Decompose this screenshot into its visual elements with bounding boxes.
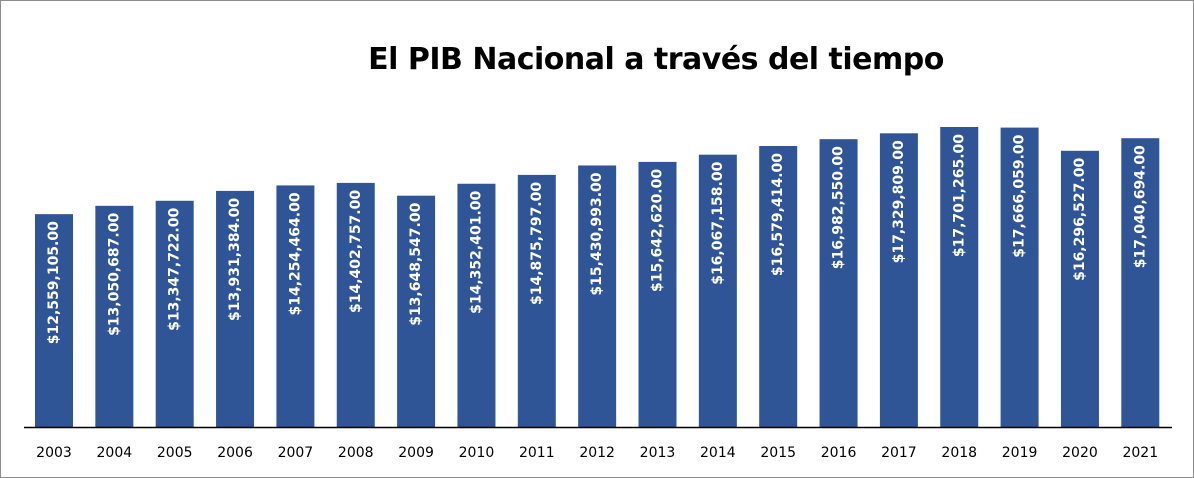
bar-2012 — [578, 165, 617, 428]
bar-2009 — [397, 195, 436, 427]
data-label-2012: $15,430,993.00 — [589, 172, 605, 295]
data-label-2010: $14,352,401.00 — [468, 191, 484, 314]
bar-2015 — [759, 146, 798, 427]
data-label-2018: $17,701,265.00 — [951, 134, 967, 257]
x-tick-label-2003: 2003 — [36, 445, 72, 461]
data-label-2017: $17,329,809.00 — [891, 140, 907, 263]
bar-2003 — [35, 214, 73, 427]
x-tick-label-2016: 2016 — [821, 445, 857, 461]
data-label-2005: $13,347,722.00 — [167, 208, 183, 331]
x-tick-label-2018: 2018 — [941, 445, 977, 461]
bar-2020 — [1060, 150, 1099, 427]
bar-2010 — [457, 183, 496, 427]
bar-2007 — [276, 185, 315, 427]
data-label-2003: $12,559,105.00 — [46, 221, 62, 344]
bar-2016 — [819, 139, 858, 427]
x-tick-label-2007: 2007 — [278, 445, 314, 461]
data-label-2015: $16,579,414.00 — [770, 153, 786, 276]
x-tick-label-2011: 2011 — [519, 445, 555, 461]
bar-2011 — [517, 174, 556, 427]
x-tick-label-2008: 2008 — [338, 445, 374, 461]
data-label-2006: $13,931,384.00 — [227, 198, 243, 321]
data-label-2016: $16,982,550.00 — [831, 146, 847, 269]
bar-2006 — [216, 190, 255, 427]
x-tick-label-2004: 2004 — [97, 445, 133, 461]
bar-2018 — [940, 127, 979, 427]
x-tick-label-2013: 2013 — [640, 445, 676, 461]
bar-2014 — [698, 154, 737, 427]
x-tick-label-2017: 2017 — [881, 445, 917, 461]
data-label-2019: $17,666,059.00 — [1012, 134, 1028, 257]
data-label-2004: $13,050,687.00 — [106, 213, 122, 336]
x-tick-label-2015: 2015 — [760, 445, 796, 461]
x-tick-label-2012: 2012 — [579, 445, 615, 461]
bar-2017 — [879, 133, 918, 428]
x-tick-label-2021: 2021 — [1122, 445, 1158, 461]
x-tick-label-2006: 2006 — [217, 445, 253, 461]
bar-2004 — [95, 205, 134, 427]
x-tick-label-2019: 2019 — [1002, 445, 1038, 461]
bar-2005 — [155, 200, 194, 427]
data-label-2021: $17,040,694.00 — [1132, 145, 1148, 268]
x-tick-label-2010: 2010 — [459, 445, 495, 461]
chart-title: El PIB Nacional a través del tiempo — [368, 42, 944, 77]
bar-2008 — [336, 182, 375, 427]
x-tick-label-2020: 2020 — [1062, 445, 1098, 461]
data-label-2014: $16,067,158.00 — [710, 161, 726, 284]
bar-2021 — [1121, 138, 1160, 427]
bar-2013 — [638, 161, 677, 427]
x-tick-label-2014: 2014 — [700, 445, 736, 461]
data-label-2020: $16,296,527.00 — [1072, 158, 1088, 281]
data-label-2007: $14,254,464.00 — [287, 192, 303, 315]
data-label-2013: $15,642,620.00 — [650, 169, 666, 292]
x-tick-label-2005: 2005 — [157, 445, 193, 461]
data-label-2008: $14,402,757.00 — [348, 190, 364, 313]
data-label-2009: $13,648,547.00 — [408, 202, 424, 325]
data-label-2011: $14,875,797.00 — [529, 182, 545, 305]
bar-2019 — [1000, 127, 1039, 427]
x-tick-label-2009: 2009 — [398, 445, 434, 461]
